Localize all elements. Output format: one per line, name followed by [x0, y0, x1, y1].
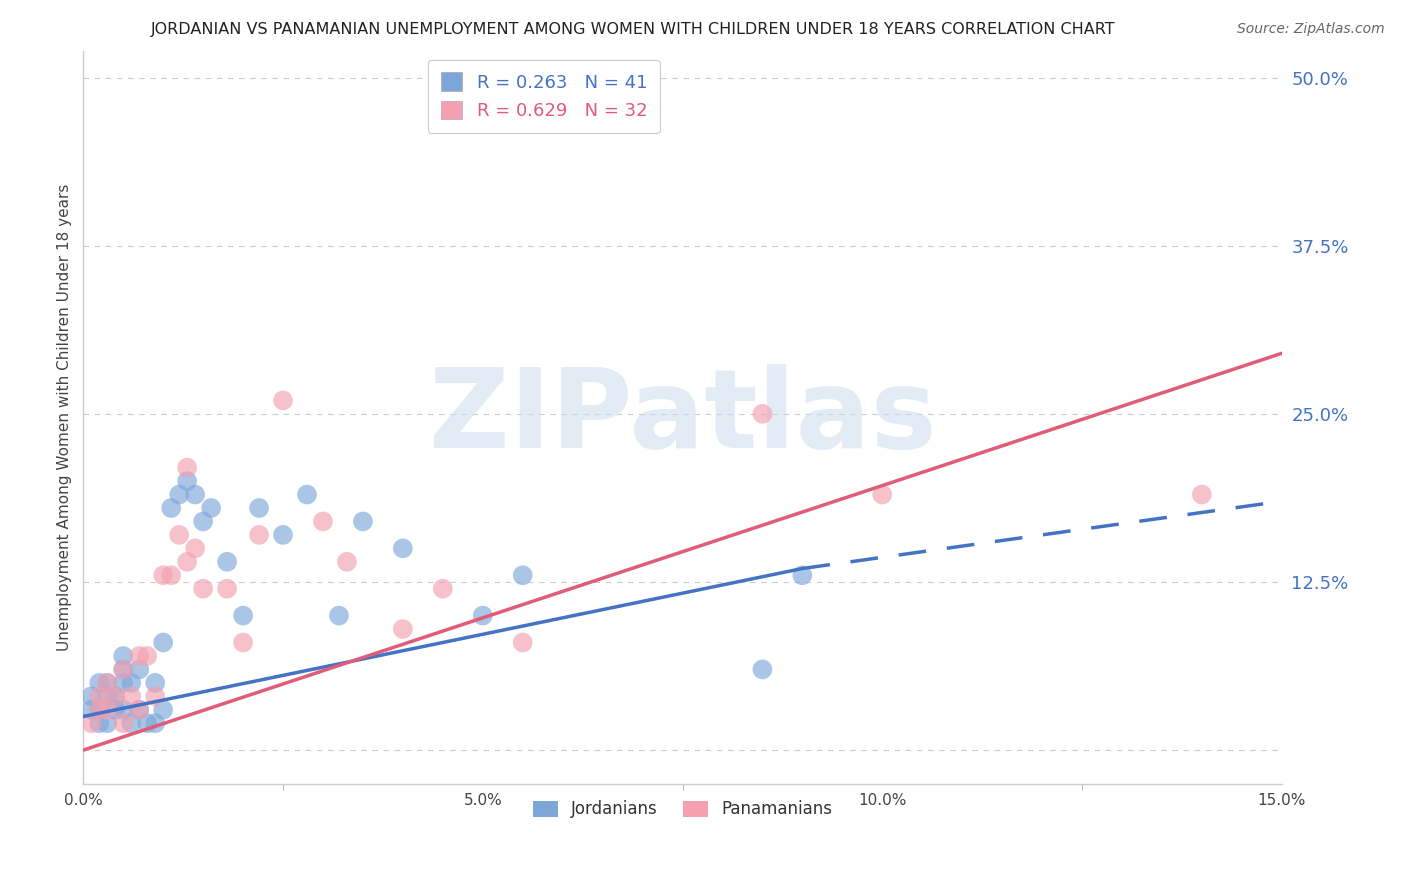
Point [112, 703, 135, 717]
Point [200, 501, 222, 516]
Point [96, 716, 118, 731]
Point [160, 501, 183, 516]
Point [217, 582, 239, 596]
Point [191, 582, 214, 596]
Point [96, 690, 118, 704]
Point [80, 716, 103, 731]
Point [176, 555, 198, 569]
Point [1191, 487, 1213, 501]
Point [152, 568, 174, 582]
Point [751, 407, 773, 421]
Point [104, 690, 127, 704]
Point [176, 460, 198, 475]
Point [112, 648, 135, 663]
Point [176, 474, 198, 488]
Text: JORDANIAN VS PANAMANIAN UNEMPLOYMENT AMONG WOMEN WITH CHILDREN UNDER 18 YEARS CO: JORDANIAN VS PANAMANIAN UNEMPLOYMENT AMO… [150, 22, 1115, 37]
Point [512, 635, 534, 649]
Point [96, 703, 118, 717]
Point [792, 568, 814, 582]
Text: ZIPatlas: ZIPatlas [429, 364, 936, 471]
Point [143, 716, 166, 731]
Point [432, 582, 454, 596]
Point [295, 487, 318, 501]
Point [247, 528, 270, 542]
Point [96, 676, 118, 690]
Point [271, 393, 294, 408]
Point [512, 568, 534, 582]
Point [328, 608, 350, 623]
Point [160, 568, 183, 582]
Point [112, 676, 135, 690]
Point [191, 515, 214, 529]
Point [120, 690, 142, 704]
Point [80, 703, 103, 717]
Point [143, 690, 166, 704]
Point [89, 690, 111, 704]
Point [232, 608, 254, 623]
Point [128, 703, 150, 717]
Point [89, 703, 111, 717]
Point [104, 703, 127, 717]
Point [112, 662, 135, 676]
Point [120, 676, 142, 690]
Point [80, 690, 103, 704]
Point [167, 528, 190, 542]
Point [112, 662, 135, 676]
Point [112, 716, 135, 731]
Point [870, 487, 893, 501]
Legend: Jordanians, Panamanians: Jordanians, Panamanians [524, 792, 841, 827]
Point [143, 676, 166, 690]
Point [751, 662, 773, 676]
Point [217, 555, 239, 569]
Point [152, 635, 174, 649]
Point [120, 716, 142, 731]
Point [128, 648, 150, 663]
Point [271, 528, 294, 542]
Point [128, 662, 150, 676]
Point [184, 541, 207, 556]
Point [89, 676, 111, 690]
Point [128, 703, 150, 717]
Point [392, 541, 415, 556]
Point [184, 487, 207, 501]
Point [89, 703, 111, 717]
Point [312, 515, 335, 529]
Point [96, 676, 118, 690]
Point [471, 608, 494, 623]
Point [89, 716, 111, 731]
Y-axis label: Unemployment Among Women with Children Under 18 years: Unemployment Among Women with Children U… [58, 184, 72, 651]
Point [336, 555, 359, 569]
Point [232, 635, 254, 649]
Point [104, 690, 127, 704]
Point [152, 703, 174, 717]
Point [352, 515, 374, 529]
Point [167, 487, 190, 501]
Point [392, 622, 415, 636]
Point [136, 716, 159, 731]
Text: Source: ZipAtlas.com: Source: ZipAtlas.com [1237, 22, 1385, 37]
Point [247, 501, 270, 516]
Point [136, 648, 159, 663]
